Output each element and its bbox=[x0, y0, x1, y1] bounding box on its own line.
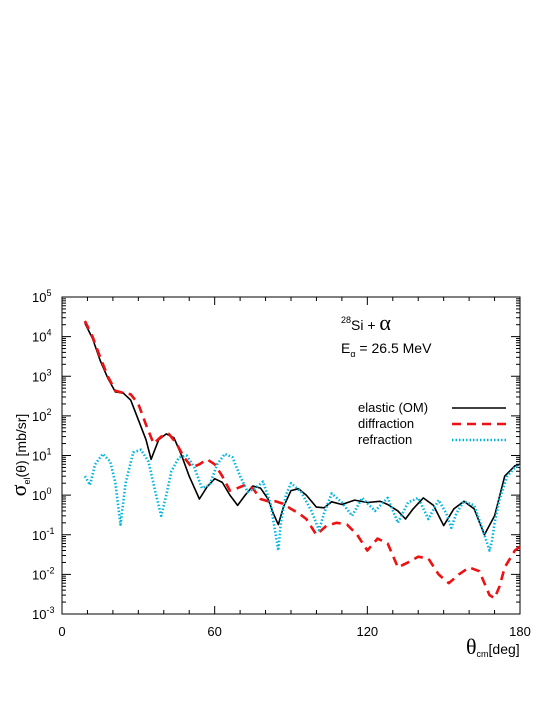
y-tick-label: 10-1 bbox=[32, 526, 54, 543]
x-tick-label: 180 bbox=[509, 624, 531, 639]
y-axis-label-subscript: el bbox=[22, 477, 32, 484]
series-layer bbox=[83, 320, 521, 600]
series-line-solid bbox=[84, 322, 521, 536]
y-axis-label: σel(θ) [mb/sr] bbox=[6, 414, 32, 497]
reaction-text: Si + bbox=[351, 317, 379, 333]
y-tick-label: 10-3 bbox=[32, 605, 54, 622]
series-line-dashed bbox=[83, 320, 521, 600]
x-axis-label: θcm[deg] bbox=[466, 634, 520, 659]
legend-entry-label: refraction bbox=[358, 432, 412, 447]
x-axis-label-unit: [deg] bbox=[489, 641, 520, 657]
x-tick-label: 120 bbox=[356, 624, 378, 639]
x-axis-label-symbol: θ bbox=[466, 634, 477, 659]
y-tick-label: 100 bbox=[32, 486, 51, 503]
y-tick-label: 101 bbox=[32, 447, 51, 464]
y-tick-label: 104 bbox=[32, 328, 51, 345]
legend-entry-label: elastic (OM) bbox=[358, 400, 428, 415]
plot-frame bbox=[61, 296, 521, 615]
reaction-alpha-symbol: α bbox=[379, 310, 391, 335]
y-axis-label-symbol: σ bbox=[6, 484, 31, 496]
energy-symbol: E bbox=[341, 340, 350, 356]
reaction-mass-number: 28 bbox=[341, 315, 351, 325]
legend-entry-label: diffraction bbox=[358, 416, 414, 431]
y-tick-label: 10-2 bbox=[32, 565, 54, 582]
axis-tick-labels: 0 60 120 180 10-3 10-2 10-1 100 101 102 103 104 105 bbox=[32, 288, 531, 639]
reaction-label: 28Si + α bbox=[341, 310, 391, 335]
axis-ticks bbox=[61, 296, 521, 615]
y-tick-label: 103 bbox=[32, 367, 51, 384]
series-line-dotted bbox=[83, 448, 521, 552]
energy-value: = 26.5 MeV bbox=[356, 340, 433, 356]
x-tick-label: 60 bbox=[207, 624, 221, 639]
energy-subscript: α bbox=[350, 349, 355, 359]
x-tick-label: 0 bbox=[58, 624, 65, 639]
energy-label: Eα = 26.5 MeV bbox=[341, 340, 432, 359]
y-axis-label-text: (θ) [mb/sr] bbox=[13, 414, 29, 478]
y-tick-label: 105 bbox=[32, 288, 51, 305]
x-axis-label-subscript: cm bbox=[477, 649, 489, 659]
y-tick-label: 102 bbox=[32, 407, 51, 424]
